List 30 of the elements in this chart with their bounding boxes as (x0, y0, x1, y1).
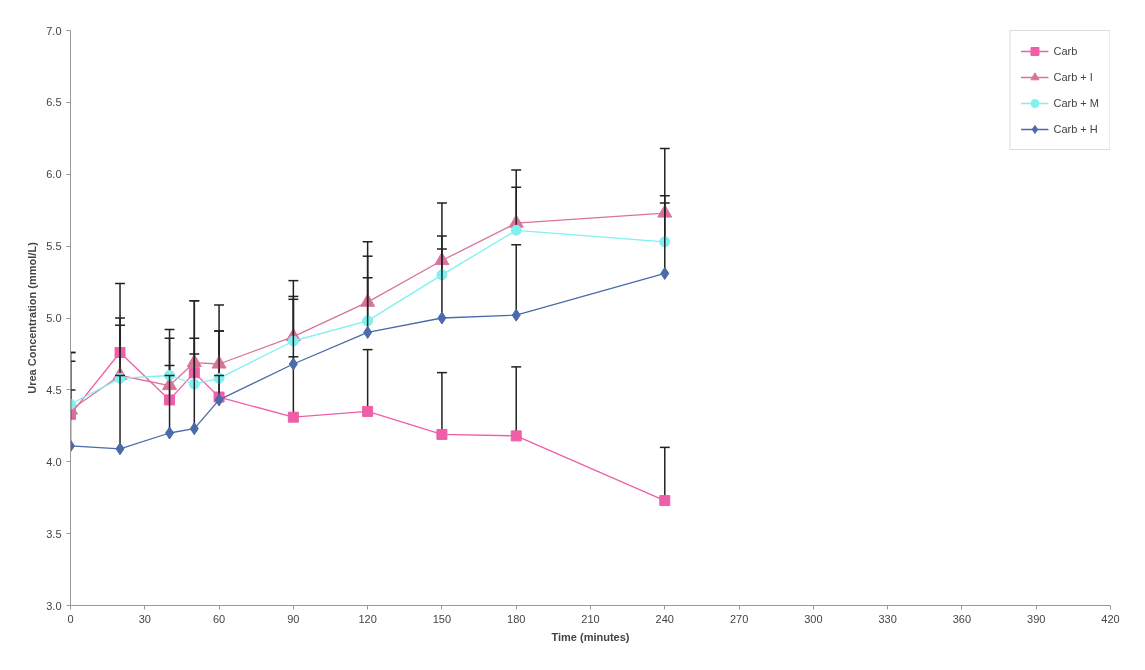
x-tick-label: 330 (878, 612, 897, 625)
y-tick-label: 5.0 (46, 312, 62, 324)
y-tick-label: 5.5 (46, 240, 62, 253)
x-tick-label: 60 (212, 612, 226, 625)
x-tick-label: 120 (358, 612, 377, 625)
x-tick-label: 420 (1101, 612, 1120, 625)
x-tick-label: 30 (138, 612, 151, 625)
y-tick-label: 7.0 (46, 24, 62, 37)
y-tick-label: 3.5 (46, 527, 62, 540)
y-tick-label: 4.5 (46, 383, 62, 396)
x-axis-title: Time (minutes) (551, 630, 630, 643)
x-tick-label: 90 (287, 612, 300, 625)
legend-label: Carb + H (1053, 123, 1098, 135)
legend-label: Carb (1053, 45, 1078, 57)
x-tick-label: 300 (804, 612, 823, 625)
y-axis-title: Urea Concentration (mmol/L) (26, 241, 39, 394)
x-tick-label: 390 (1027, 612, 1046, 625)
y-tick-label: 6.0 (46, 168, 62, 181)
y-tick-label: 6.5 (46, 96, 62, 109)
legend-label: Carb + I (1053, 71, 1093, 83)
x-tick-label: 0 (67, 612, 74, 625)
x-tick-label: 360 (952, 612, 972, 625)
x-tick-label: 180 (507, 612, 526, 625)
legend-label: Carb + M (1053, 97, 1099, 109)
x-tick-label: 210 (581, 612, 600, 625)
y-tick-label: 4.0 (46, 455, 62, 468)
y-tick-label: 3.0 (46, 599, 62, 612)
x-tick-label: 150 (432, 612, 452, 625)
x-tick-label: 270 (729, 612, 749, 625)
x-tick-label: 240 (655, 612, 674, 625)
